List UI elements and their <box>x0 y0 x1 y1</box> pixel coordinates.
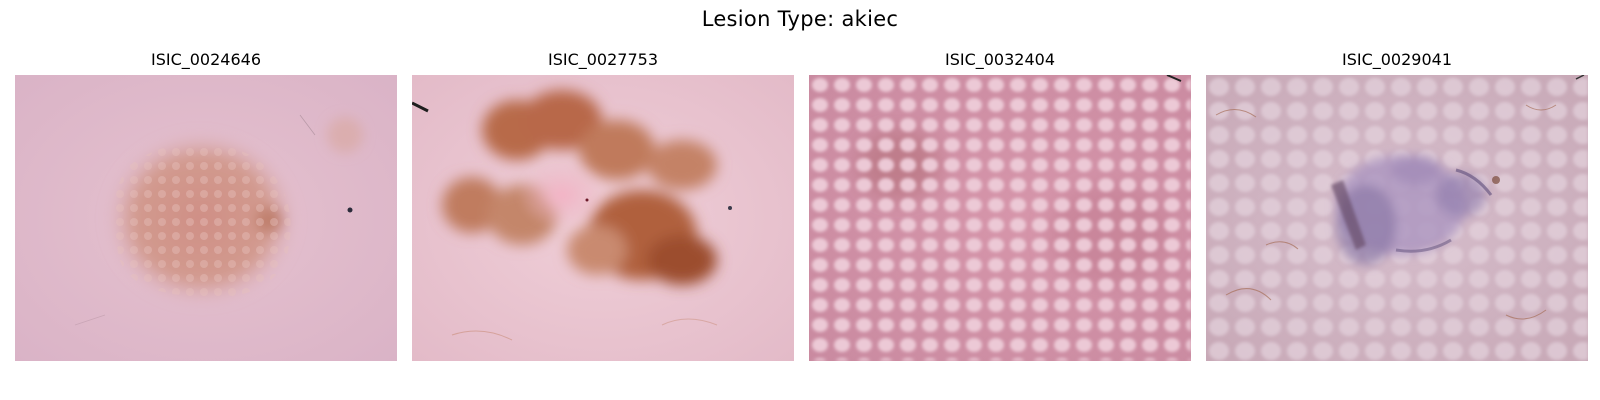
dermoscopy-image <box>809 75 1191 361</box>
dermoscopy-image <box>1206 75 1588 361</box>
image-panel: ISIC_0032404 <box>809 50 1191 361</box>
dermoscopy-image <box>15 75 397 361</box>
image-title: ISIC_0027753 <box>547 50 659 69</box>
figure-title: Lesion Type: akiec <box>701 7 899 31</box>
image-panel: ISIC_0027753 <box>412 50 794 361</box>
image-panel: ISIC_0024646 <box>15 50 397 361</box>
image-title: ISIC_0024646 <box>150 50 262 69</box>
image-title: ISIC_0032404 <box>944 50 1056 69</box>
image-title: ISIC_0029041 <box>1341 50 1453 69</box>
dermoscopy-image <box>412 75 794 361</box>
image-panel: ISIC_0029041 <box>1206 50 1588 361</box>
